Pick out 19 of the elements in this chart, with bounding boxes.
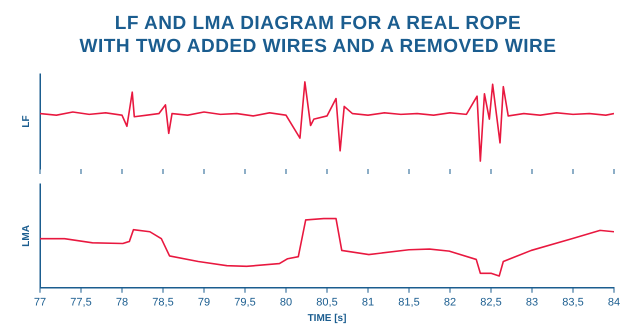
x-tick-label: 80,5 [316,296,338,308]
x-tick-label: 78,5 [152,296,174,308]
x-tick-label: 82 [444,296,456,308]
x-tick-label: 79,5 [234,296,256,308]
x-tick-label: 83,5 [562,296,584,308]
x-tick-label: 81 [362,296,374,308]
x-tick-label: 84 [608,296,620,308]
y-axis-title: LMA [20,225,32,247]
x-tick-label: 77,5 [70,296,92,308]
y-axis-title: LF [20,115,32,128]
x-axis-title: TIME [s] [308,312,346,324]
x-tick-label: 83 [526,296,538,308]
x-tick-label: 77 [34,296,46,308]
x-tick-label: 82,5 [480,296,502,308]
x-tick-label: 80 [280,296,292,308]
chart-title: LF AND LMA DIAGRAM FOR A REAL ROPE WITH TWO ADDED WIRES AND A REMOVED WIRE [78,12,558,58]
x-tick-label: 78 [116,296,128,308]
x-tick-label: 79 [198,296,210,308]
x-tick-label: 81,5 [398,296,420,308]
